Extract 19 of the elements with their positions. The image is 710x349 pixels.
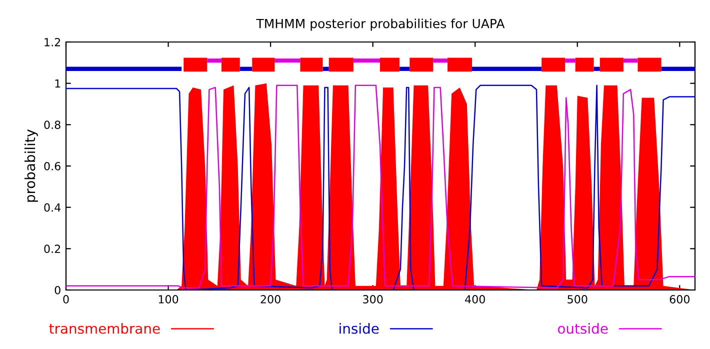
- y-tick-label: 0.4: [44, 203, 61, 212]
- y-tick-label: 0: [54, 286, 60, 294]
- x-tick-label: 200: [260, 295, 280, 304]
- x-tick-label: 500: [568, 295, 588, 304]
- legend-label: inside: [340, 323, 379, 334]
- y-tick-label: 0.2: [44, 244, 60, 254]
- chart-title: TMHMM posterior probabilities for UAPA: [256, 18, 505, 31]
- x-tick-label: 0: [63, 295, 69, 304]
- legend-label: transmembrane: [49, 323, 160, 334]
- x-tick-label: 100: [158, 295, 178, 304]
- y-tick-label: 1.2: [44, 38, 60, 46]
- x-tick-label: 600: [670, 295, 690, 304]
- x-tick-label: 400: [465, 295, 485, 304]
- y-tick-label: 0.6: [44, 162, 60, 170]
- y-axis-title: probability: [24, 129, 38, 202]
- y-tick-label: 0.8: [44, 120, 60, 130]
- y-tick-label: 1: [55, 79, 60, 88]
- x-tick-label: 300: [363, 295, 383, 304]
- legend-label: outside: [558, 323, 608, 334]
